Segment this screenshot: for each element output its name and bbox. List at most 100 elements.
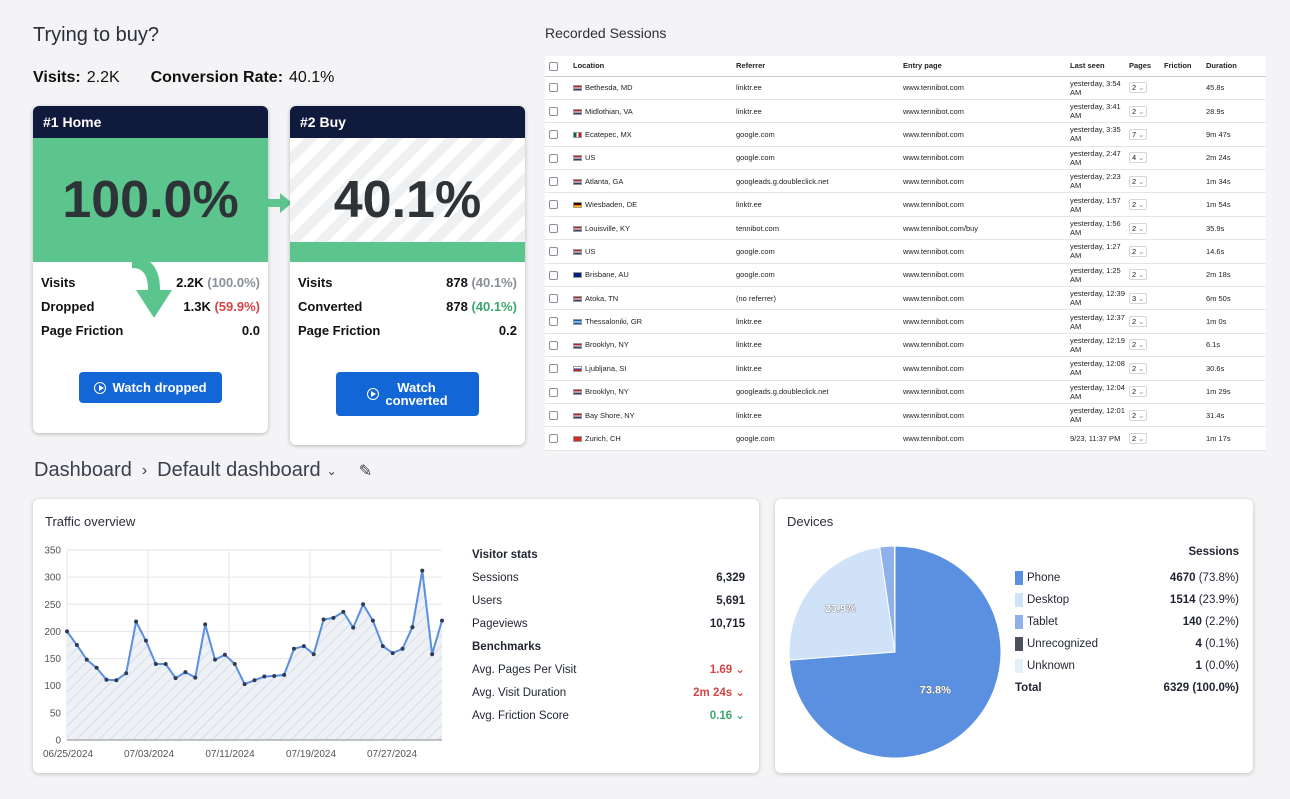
row-checkbox[interactable] [549, 293, 558, 303]
pages-dropdown[interactable]: 2 ⌄ [1129, 409, 1148, 421]
legend-item[interactable]: Desktop 1514 (23.9%) [1015, 589, 1239, 611]
pages-dropdown[interactable]: 2 ⌄ [1129, 316, 1148, 328]
row-select-cell[interactable] [545, 333, 569, 358]
row-percent: (40.1%) [471, 274, 517, 290]
row-checkbox[interactable] [549, 270, 558, 280]
pages-dropdown[interactable]: 2 ⌄ [1129, 269, 1148, 281]
row-select-cell[interactable] [545, 426, 569, 451]
table-row[interactable]: Bay Shore, NY linktr.ee www.tennibot.com… [545, 403, 1266, 428]
table-row[interactable]: Zurich, CH google.com www.tennibot.com 9… [545, 426, 1266, 451]
chevron-down-icon[interactable]: ⌄ [326, 463, 337, 478]
select-all-checkbox[interactable] [549, 61, 558, 71]
table-row[interactable]: Thessaloniki, GR linktr.ee www.tennibot.… [545, 309, 1266, 334]
row-checkbox[interactable] [549, 83, 558, 93]
pages-dropdown[interactable]: 2 ⌄ [1129, 199, 1148, 211]
pie-slice[interactable] [788, 546, 896, 661]
pages-dropdown[interactable]: 2 ⌄ [1129, 105, 1148, 117]
legend-item[interactable]: Unrecognized 4 (0.1%) [1015, 633, 1239, 655]
table-row[interactable]: Midlothian, VA linktr.ee www.tennibot.co… [545, 99, 1266, 124]
row-select-cell[interactable] [545, 380, 569, 404]
col-entry-page[interactable]: Entry page [899, 56, 1066, 77]
chevron-down-icon: ⌄ [1138, 340, 1145, 350]
row-checkbox[interactable] [549, 364, 558, 374]
table-row[interactable]: Wiesbaden, DE linktr.ee www.tennibot.com… [545, 192, 1266, 217]
table-row[interactable]: Brisbane, AU google.com www.tennibot.com… [545, 263, 1266, 288]
row-checkbox[interactable] [549, 410, 558, 420]
col-location[interactable]: Location [569, 56, 732, 77]
row-select-cell[interactable] [545, 239, 569, 264]
funnel-step-home[interactable]: #1 Home 100.0% Visits 2.2K (100.0%) Drop… [33, 106, 268, 433]
table-row[interactable]: Atlanta, GA googleads.g.doubleclick.net … [545, 169, 1266, 194]
row-checkbox[interactable] [549, 130, 558, 140]
row-select-cell[interactable] [545, 286, 569, 311]
row-select-cell[interactable] [545, 146, 569, 171]
col-duration[interactable]: Duration [1202, 56, 1266, 77]
row-select-cell[interactable] [545, 216, 569, 241]
benchmark-value: 1.69 [709, 664, 733, 676]
col-referrer[interactable]: Referrer [732, 56, 899, 77]
row-checkbox[interactable] [549, 223, 558, 233]
row-value: 2.2K [176, 274, 204, 290]
last-seen-cell: yesterday, 12:04 AM [1066, 380, 1125, 404]
stat-label: Sessions [472, 572, 519, 584]
legend-item[interactable]: Tablet 140 (2.2%) [1015, 611, 1239, 633]
row-checkbox[interactable] [549, 200, 558, 210]
row-checkbox[interactable] [549, 153, 558, 163]
row-select-cell[interactable] [545, 99, 569, 124]
data-point [134, 619, 139, 624]
row-checkbox[interactable] [549, 434, 558, 444]
legend-item[interactable]: Phone 4670 (73.8%) [1015, 567, 1239, 589]
table-row[interactable]: US google.com www.tennibot.com yesterday… [545, 239, 1266, 264]
data-point [203, 622, 208, 627]
table-row[interactable]: Brooklyn, NY googleads.g.doubleclick.net… [545, 380, 1266, 404]
legend-item[interactable]: Unknown 1 (0.0%) [1015, 655, 1239, 677]
watch-dropped-button[interactable]: Watch dropped [79, 372, 222, 403]
pages-dropdown[interactable]: 2 ⌄ [1129, 82, 1148, 94]
row-select-cell[interactable] [545, 122, 569, 147]
pencil-icon[interactable]: ✎ [358, 462, 373, 480]
breadcrumb-current[interactable]: Default dashboard [157, 459, 321, 481]
row-select-cell[interactable] [545, 263, 569, 288]
row-select-cell[interactable] [545, 356, 569, 381]
pages-dropdown[interactable]: 2 ⌄ [1129, 433, 1148, 445]
table-row[interactable]: US google.com www.tennibot.com yesterday… [545, 146, 1266, 171]
table-row[interactable]: Ecatepec, MX google.com www.tennibot.com… [545, 122, 1266, 147]
table-row[interactable]: Louisville, KY tennibot.com www.tennibot… [545, 216, 1266, 241]
col-friction[interactable]: Friction [1160, 56, 1202, 77]
row-select-cell[interactable] [545, 403, 569, 428]
pages-dropdown[interactable]: 2 ⌄ [1129, 339, 1148, 351]
legend-percent: (2.2%) [1205, 616, 1239, 628]
row-checkbox[interactable] [549, 340, 558, 350]
col-pages[interactable]: Pages [1125, 56, 1160, 77]
pages-dropdown[interactable]: 4 ⌄ [1129, 152, 1148, 164]
row-select-cell[interactable] [545, 169, 569, 194]
breadcrumb-root[interactable]: Dashboard [34, 459, 132, 481]
row-checkbox[interactable] [549, 247, 558, 257]
table-row[interactable]: Bethesda, MD linktr.ee www.tennibot.com … [545, 76, 1266, 100]
pages-dropdown[interactable]: 2 ⌄ [1129, 362, 1148, 374]
pages-dropdown[interactable]: 2 ⌄ [1129, 175, 1148, 187]
table-row[interactable]: Atoka, TN (no referrer) www.tennibot.com… [545, 286, 1266, 311]
table-row[interactable]: Brooklyn, NY linktr.ee www.tennibot.com … [545, 333, 1266, 358]
table-row[interactable]: Ljubljana, SI linktr.ee www.tennibot.com… [545, 356, 1266, 381]
row-checkbox[interactable] [549, 177, 558, 187]
entry-page-cell: www.tennibot.com [899, 99, 1066, 124]
row-checkbox[interactable] [549, 106, 558, 116]
funnel-summary: Visits: 2.2K Conversion Rate: 40.1% [33, 69, 334, 87]
pages-dropdown[interactable]: 2 ⌄ [1129, 222, 1148, 234]
pages-dropdown[interactable]: 2 ⌄ [1129, 245, 1148, 257]
pages-dropdown[interactable]: 7 ⌄ [1129, 128, 1148, 140]
row-select-cell[interactable] [545, 309, 569, 334]
location-cell: Brooklyn, NY [569, 380, 732, 404]
duration-cell: 6m 50s [1202, 286, 1266, 311]
col-last-seen[interactable]: Last seen [1066, 56, 1125, 77]
select-all-cell[interactable] [545, 56, 569, 77]
row-checkbox[interactable] [549, 387, 558, 397]
watch-converted-button[interactable]: Watch converted [336, 372, 479, 416]
funnel-step-buy[interactable]: #2 Buy 40.1% Visits 878 (40.1%) Converte… [290, 106, 525, 445]
pages-dropdown[interactable]: 2 ⌄ [1129, 386, 1148, 398]
row-select-cell[interactable] [545, 192, 569, 217]
pages-dropdown[interactable]: 3 ⌄ [1129, 292, 1148, 304]
row-select-cell[interactable] [545, 76, 569, 100]
row-checkbox[interactable] [549, 317, 558, 327]
